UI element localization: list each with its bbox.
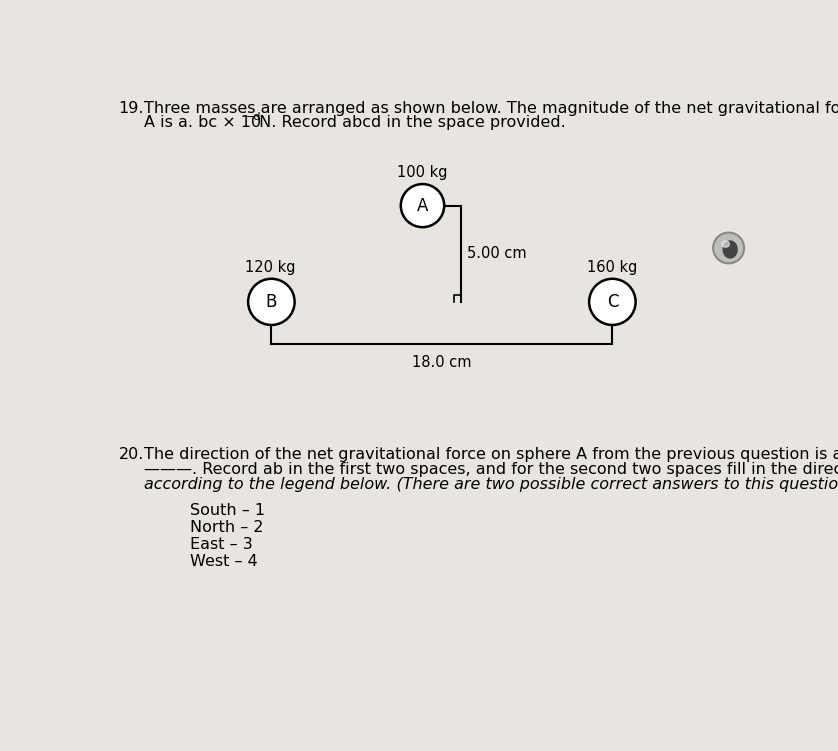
Text: C: C: [607, 293, 618, 311]
Text: 19.: 19.: [119, 101, 144, 116]
Text: 20.: 20.: [119, 448, 144, 463]
Circle shape: [401, 184, 444, 228]
Circle shape: [713, 233, 744, 264]
Text: 100 kg: 100 kg: [397, 165, 447, 180]
Text: A is a. bc × 10: A is a. bc × 10: [143, 115, 261, 130]
Text: The direction of the net gravitational force on sphere A from the previous quest: The direction of the net gravitational f…: [143, 448, 838, 463]
Text: −d: −d: [245, 112, 261, 122]
Text: A: A: [416, 197, 428, 215]
Text: East – 3: East – 3: [190, 537, 253, 552]
Text: West – 4: West – 4: [190, 553, 258, 569]
Text: 160 kg: 160 kg: [587, 260, 638, 275]
Circle shape: [248, 279, 295, 325]
Text: 120 kg: 120 kg: [245, 260, 295, 275]
Text: North – 2: North – 2: [190, 520, 263, 535]
Ellipse shape: [722, 241, 729, 247]
Text: ———. Record ab in the first two spaces, and for the second two spaces fill in th: ———. Record ab in the first two spaces, …: [143, 462, 838, 477]
Text: 18.0 cm: 18.0 cm: [412, 355, 472, 370]
Ellipse shape: [723, 241, 737, 258]
Text: South – 1: South – 1: [190, 503, 265, 518]
Text: according to the legend below. (There are two possible correct answers to this q: according to the legend below. (There ar…: [143, 477, 838, 492]
Circle shape: [589, 279, 636, 325]
Text: Three masses are arranged as shown below. The magnitude of the net gravitational: Three masses are arranged as shown below…: [143, 101, 838, 116]
Text: 5.00 cm: 5.00 cm: [467, 246, 526, 261]
Text: B: B: [266, 293, 277, 311]
Text: N. Record abcd in the space provided.: N. Record abcd in the space provided.: [254, 115, 566, 130]
